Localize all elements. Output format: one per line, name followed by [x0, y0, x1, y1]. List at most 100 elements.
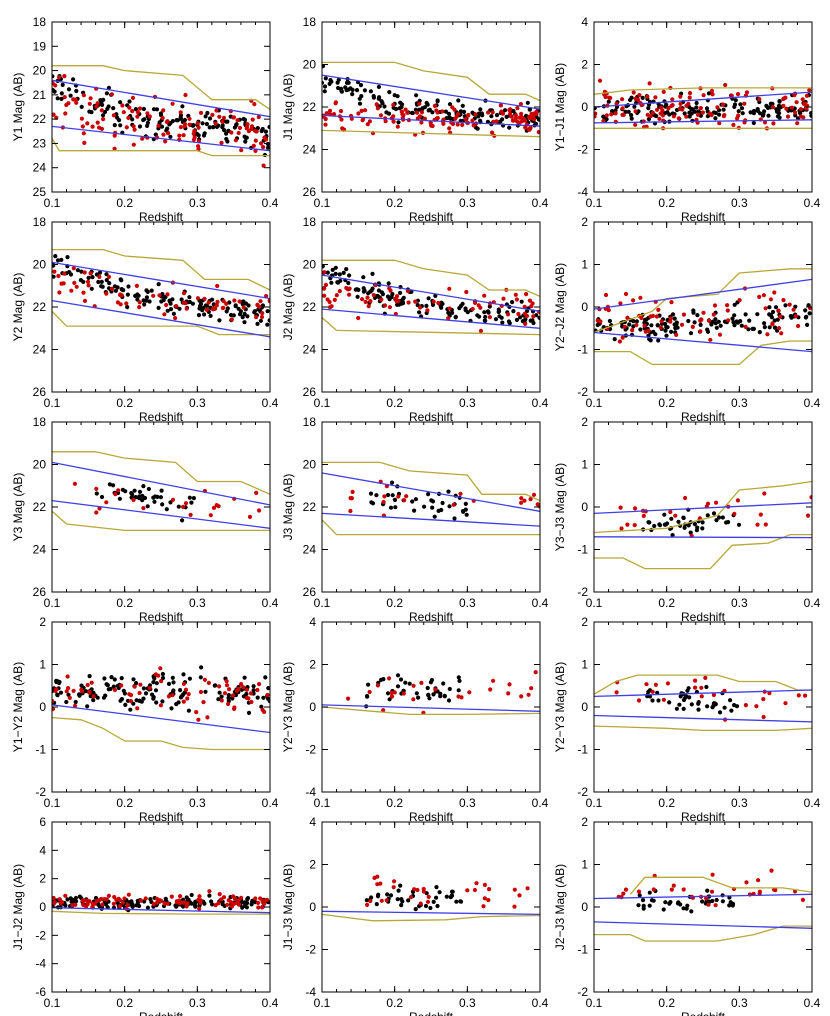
point-red — [530, 301, 535, 306]
y-tick-label: 1 — [581, 658, 588, 672]
point-red — [195, 121, 200, 126]
point-black — [627, 322, 632, 327]
point-red — [631, 90, 636, 95]
point-black — [669, 516, 674, 521]
point-black — [53, 254, 58, 259]
point-black — [133, 495, 139, 500]
point-red — [109, 286, 115, 291]
point-red — [436, 300, 441, 306]
point-red — [698, 318, 703, 323]
point-red — [131, 124, 136, 129]
point-red — [363, 108, 368, 113]
point-red — [535, 502, 540, 507]
point-red — [431, 299, 436, 304]
point-red — [531, 114, 536, 119]
point-black — [464, 512, 469, 517]
point-black — [366, 682, 371, 687]
point-red — [770, 105, 776, 110]
point-black — [728, 698, 733, 703]
point-red — [650, 689, 655, 694]
point-black — [434, 895, 439, 900]
point-black — [189, 892, 194, 898]
point-black — [133, 293, 138, 298]
point-red — [255, 900, 261, 906]
point-red — [253, 138, 258, 143]
point-black — [69, 899, 74, 904]
point-red — [501, 296, 506, 301]
point-black — [730, 316, 735, 321]
y-tick-label: 22 — [303, 500, 317, 514]
point-red — [440, 109, 445, 114]
point-red — [656, 307, 661, 312]
y-axis-label: J3 Mag (AB) — [281, 474, 295, 541]
point-black — [424, 303, 429, 308]
point-black — [59, 91, 64, 96]
point-black — [407, 681, 412, 686]
y-tick-label: 2 — [39, 615, 46, 629]
point-black — [691, 308, 696, 313]
point-red — [348, 508, 353, 514]
point-red — [252, 102, 257, 107]
point-red — [163, 139, 168, 144]
x-tick-label: 0.1 — [44, 596, 61, 610]
point-black — [358, 83, 364, 88]
point-black — [454, 899, 459, 904]
point-red — [74, 284, 79, 289]
y-tick-label: 20 — [33, 258, 47, 272]
point-red — [239, 682, 244, 687]
point-black — [398, 290, 403, 295]
point-red — [104, 500, 109, 505]
point-black — [156, 282, 161, 287]
point-black — [380, 292, 385, 297]
point-red — [669, 887, 674, 892]
point-black — [171, 311, 176, 316]
point-black — [145, 504, 150, 509]
x-axis-label: Redshift — [681, 1010, 726, 1016]
point-black — [604, 117, 609, 122]
point-black — [263, 129, 268, 134]
point-red — [53, 83, 58, 88]
point-black — [425, 685, 430, 691]
point-red — [161, 108, 166, 113]
y-tick-label: 20 — [303, 258, 317, 272]
point-black — [343, 85, 348, 90]
point-black — [416, 695, 421, 700]
point-red — [454, 114, 459, 119]
point-black — [322, 89, 327, 94]
point-red — [65, 674, 70, 679]
point-black — [387, 90, 392, 95]
lower-fit — [322, 512, 540, 527]
upper-fit — [322, 274, 540, 312]
point-black — [160, 671, 165, 677]
point-red — [762, 491, 767, 496]
point-black — [141, 686, 146, 691]
point-black — [154, 107, 160, 112]
point-black — [647, 903, 652, 908]
point-black — [374, 902, 379, 907]
point-red — [491, 119, 496, 124]
point-red — [668, 509, 673, 515]
point-black — [805, 322, 810, 327]
point-red — [221, 299, 226, 304]
point-black — [83, 689, 89, 694]
point-red — [717, 121, 722, 126]
point-red — [112, 146, 117, 151]
y-tick-label: -2 — [577, 143, 588, 157]
point-black — [732, 703, 737, 708]
point-black — [640, 898, 646, 903]
point-black — [714, 897, 719, 903]
point-black — [168, 307, 174, 312]
point-red — [798, 107, 804, 112]
point-red — [198, 900, 203, 906]
point-black — [717, 112, 722, 117]
point-black — [663, 522, 668, 527]
point-black — [677, 702, 682, 707]
point-black — [417, 310, 422, 315]
point-red — [710, 92, 715, 97]
point-black — [798, 111, 803, 116]
point-black — [135, 898, 140, 903]
point-black — [141, 696, 146, 701]
point-black — [457, 678, 462, 684]
point-black — [77, 894, 82, 899]
